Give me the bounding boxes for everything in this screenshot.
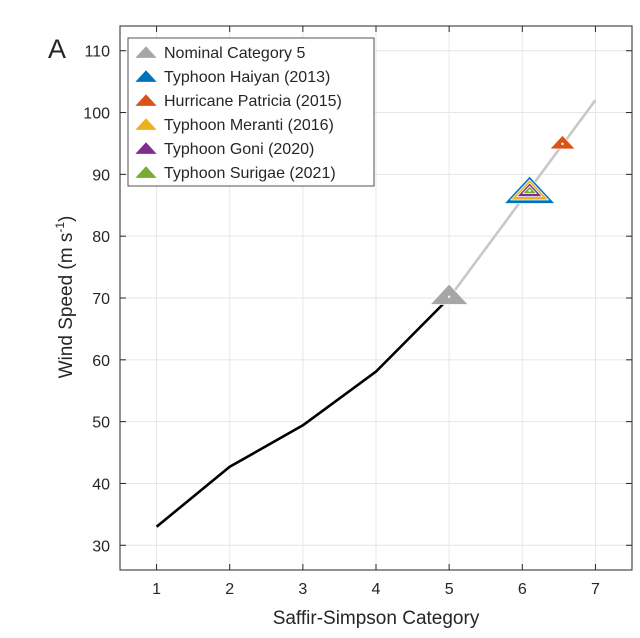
legend-label: Typhoon Meranti (2016) [164,117,334,134]
marker-center-dot [561,142,564,146]
legend-label: Hurricane Patricia (2015) [164,93,342,110]
y-tick-label: 90 [92,167,110,184]
y-tick-label: 40 [92,476,110,493]
legend: Nominal Category 5 Typhoon Haiyan (2013) H… [127,37,375,187]
marker-center-dot [528,189,531,192]
legend-box [127,37,375,187]
y-axis-label-main: Wind Speed (m s [56,233,77,379]
axis-ticks: 1 2 3 4 5 6 7 30 40 50 60 70 80 90 100 110 [83,26,632,598]
y-tick-label: 60 [92,353,110,370]
legend-marker [134,165,158,179]
storm-marker [429,283,469,305]
y-axis-label-superscript: -1 [53,222,67,233]
marker-center-dot [447,295,451,298]
y-tick-label: 110 [84,44,110,61]
x-tick-label: 7 [591,581,600,598]
y-tick-label: 30 [92,538,110,555]
legend-label: Typhoon Surigae (2021) [164,165,336,182]
x-tick-label: 6 [518,581,527,598]
legend-label: Typhoon Goni (2020) [164,141,314,158]
panel-label: A [48,34,66,64]
legend-marker [134,141,158,155]
series-line [155,297,451,528]
y-tick-label: 80 [92,229,110,246]
storm-marker [549,135,576,150]
y-tick-label: 50 [92,415,110,432]
storm-markers [429,135,576,305]
x-tick-label: 4 [372,581,381,598]
legend-label: Nominal Category 5 [164,45,306,62]
x-axis-label: Saffir-Simpson Category [273,608,480,629]
x-tick-label: 3 [298,581,307,598]
x-tick-label: 1 [152,581,161,598]
legend-label: Typhoon Haiyan (2013) [164,69,330,86]
x-tick-label: 2 [225,581,234,598]
y-axis-label: Wind Speed (m s-1) [53,216,77,379]
x-tick-label: 5 [445,581,454,598]
legend-marker [134,93,158,107]
legend-marker [134,69,158,83]
legend-marker [134,45,158,59]
legend-marker [134,117,158,131]
y-tick-label: 100 [83,106,110,123]
y-tick-label: 70 [92,291,110,308]
y-axis-label-close: ) [56,216,77,222]
